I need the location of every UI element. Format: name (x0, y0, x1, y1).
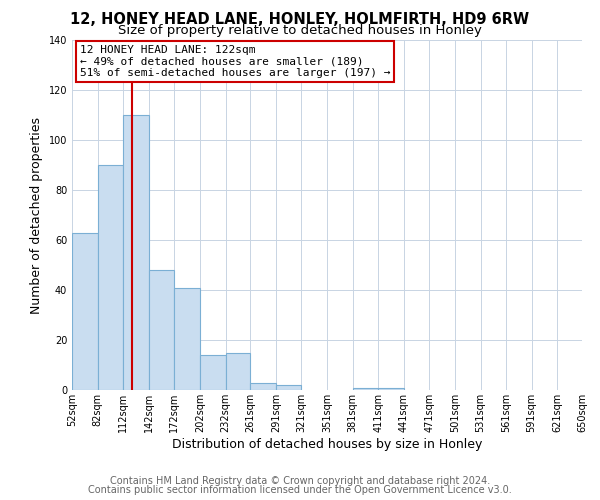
Bar (98, 165, 123, 390)
Text: Contains HM Land Registry data © Crown copyright and database right 2024.: Contains HM Land Registry data © Crown c… (110, 476, 490, 486)
Text: Contains public sector information licensed under the Open Government Licence v3: Contains public sector information licen… (88, 485, 512, 495)
Bar (378, 388, 404, 390)
Bar (250, 382, 276, 390)
Text: 12, HONEY HEAD LANE, HONLEY, HOLMFIRTH, HD9 6RW: 12, HONEY HEAD LANE, HONLEY, HOLMFIRTH, … (70, 12, 530, 28)
Bar (149, 270, 175, 390)
Bar (200, 355, 226, 390)
X-axis label: Distribution of detached houses by size in Honley: Distribution of detached houses by size … (172, 438, 482, 450)
Bar (175, 288, 200, 390)
Text: 12 HONEY HEAD LANE: 122sqm
← 49% of detached houses are smaller (189)
51% of sem: 12 HONEY HEAD LANE: 122sqm ← 49% of deta… (80, 46, 390, 78)
Y-axis label: Number of detached properties: Number of detached properties (30, 116, 43, 314)
Bar (72, 232, 98, 390)
Bar (353, 388, 378, 390)
Bar (276, 385, 301, 390)
Bar (123, 115, 149, 390)
Bar (226, 352, 250, 390)
Text: Size of property relative to detached houses in Honley: Size of property relative to detached ho… (118, 24, 482, 37)
